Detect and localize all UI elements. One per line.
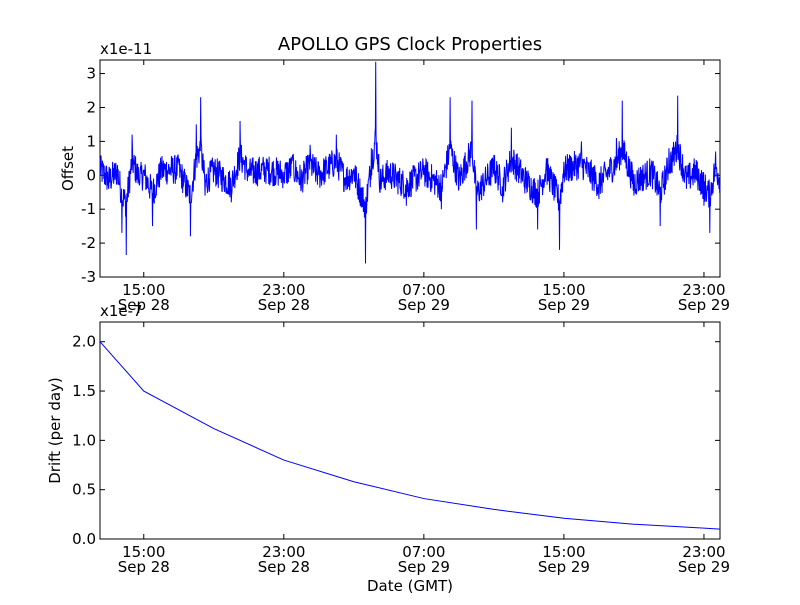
drift-y-tick-label: 1.0 xyxy=(72,431,96,449)
drift-x-tick-date-label: Sep 29 xyxy=(398,558,450,576)
drift-x-axis-label: Date (GMT) xyxy=(367,577,453,595)
offset-y-tick-label: -2 xyxy=(81,234,96,252)
drift-x-tick-date-label: Sep 29 xyxy=(538,558,590,576)
offset-y-tick-label: -1 xyxy=(81,200,96,218)
drift-x-tick-date-label: Sep 28 xyxy=(258,558,310,576)
offset-x-tick-time-label: 23:00 xyxy=(682,281,725,299)
offset-x-tick-time-label: 23:00 xyxy=(262,281,305,299)
drift-plot-frame xyxy=(99,321,721,540)
drift-panel: x1e-7 Drift (per day) Date (GMT) 0.0 0.5 1… xyxy=(46,302,730,595)
offset-x-tick-date-label: Sep 28 xyxy=(258,296,310,314)
offset-y-axis-label: Offset xyxy=(59,146,77,191)
offset-x-tick-time-label: 15:00 xyxy=(122,281,165,299)
offset-exponent-label: x1e-11 xyxy=(100,40,152,58)
offset-y-tick-label: -3 xyxy=(81,268,96,286)
drift-y-tick-label: 0.5 xyxy=(72,481,96,499)
drift-exponent-label: x1e-7 xyxy=(100,302,143,320)
drift-x-tick-time-label: 23:00 xyxy=(262,543,305,561)
drift-y-tick-label: 2.0 xyxy=(72,333,96,351)
offset-x-tick-date-label: Sep 29 xyxy=(678,296,730,314)
offset-series-line xyxy=(99,61,721,264)
chart-title: APOLLO GPS Clock Properties xyxy=(278,34,542,55)
offset-x-tick-time-label: 07:00 xyxy=(402,281,445,299)
drift-y-tick-label: 1.5 xyxy=(72,382,96,400)
offset-y-tick-label: 1 xyxy=(86,132,96,150)
offset-x-tick-date-label: Sep 28 xyxy=(118,296,170,314)
drift-x-tick-date-label: Sep 28 xyxy=(118,558,170,576)
offset-x-tick-date-label: Sep 29 xyxy=(398,296,450,314)
drift-y-axis-label: Drift (per day) xyxy=(46,377,64,484)
drift-x-tick-time-label: 07:00 xyxy=(402,543,445,561)
offset-y-tick-label: 2 xyxy=(86,98,96,116)
offset-x-tick-date-label: Sep 29 xyxy=(538,296,590,314)
drift-x-tick-time-label: 15:00 xyxy=(122,543,165,561)
offset-x-tick-time-label: 15:00 xyxy=(542,281,585,299)
drift-x-tick-time-label: 15:00 xyxy=(542,543,585,561)
offset-y-tick-label: 0 xyxy=(86,166,96,184)
offset-y-tick-label: 3 xyxy=(86,65,96,83)
drift-y-tick-label: 0.0 xyxy=(72,530,96,548)
drift-x-tick-time-label: 23:00 xyxy=(682,543,725,561)
drift-x-tick-date-label: Sep 29 xyxy=(678,558,730,576)
drift-series-line xyxy=(99,341,721,530)
